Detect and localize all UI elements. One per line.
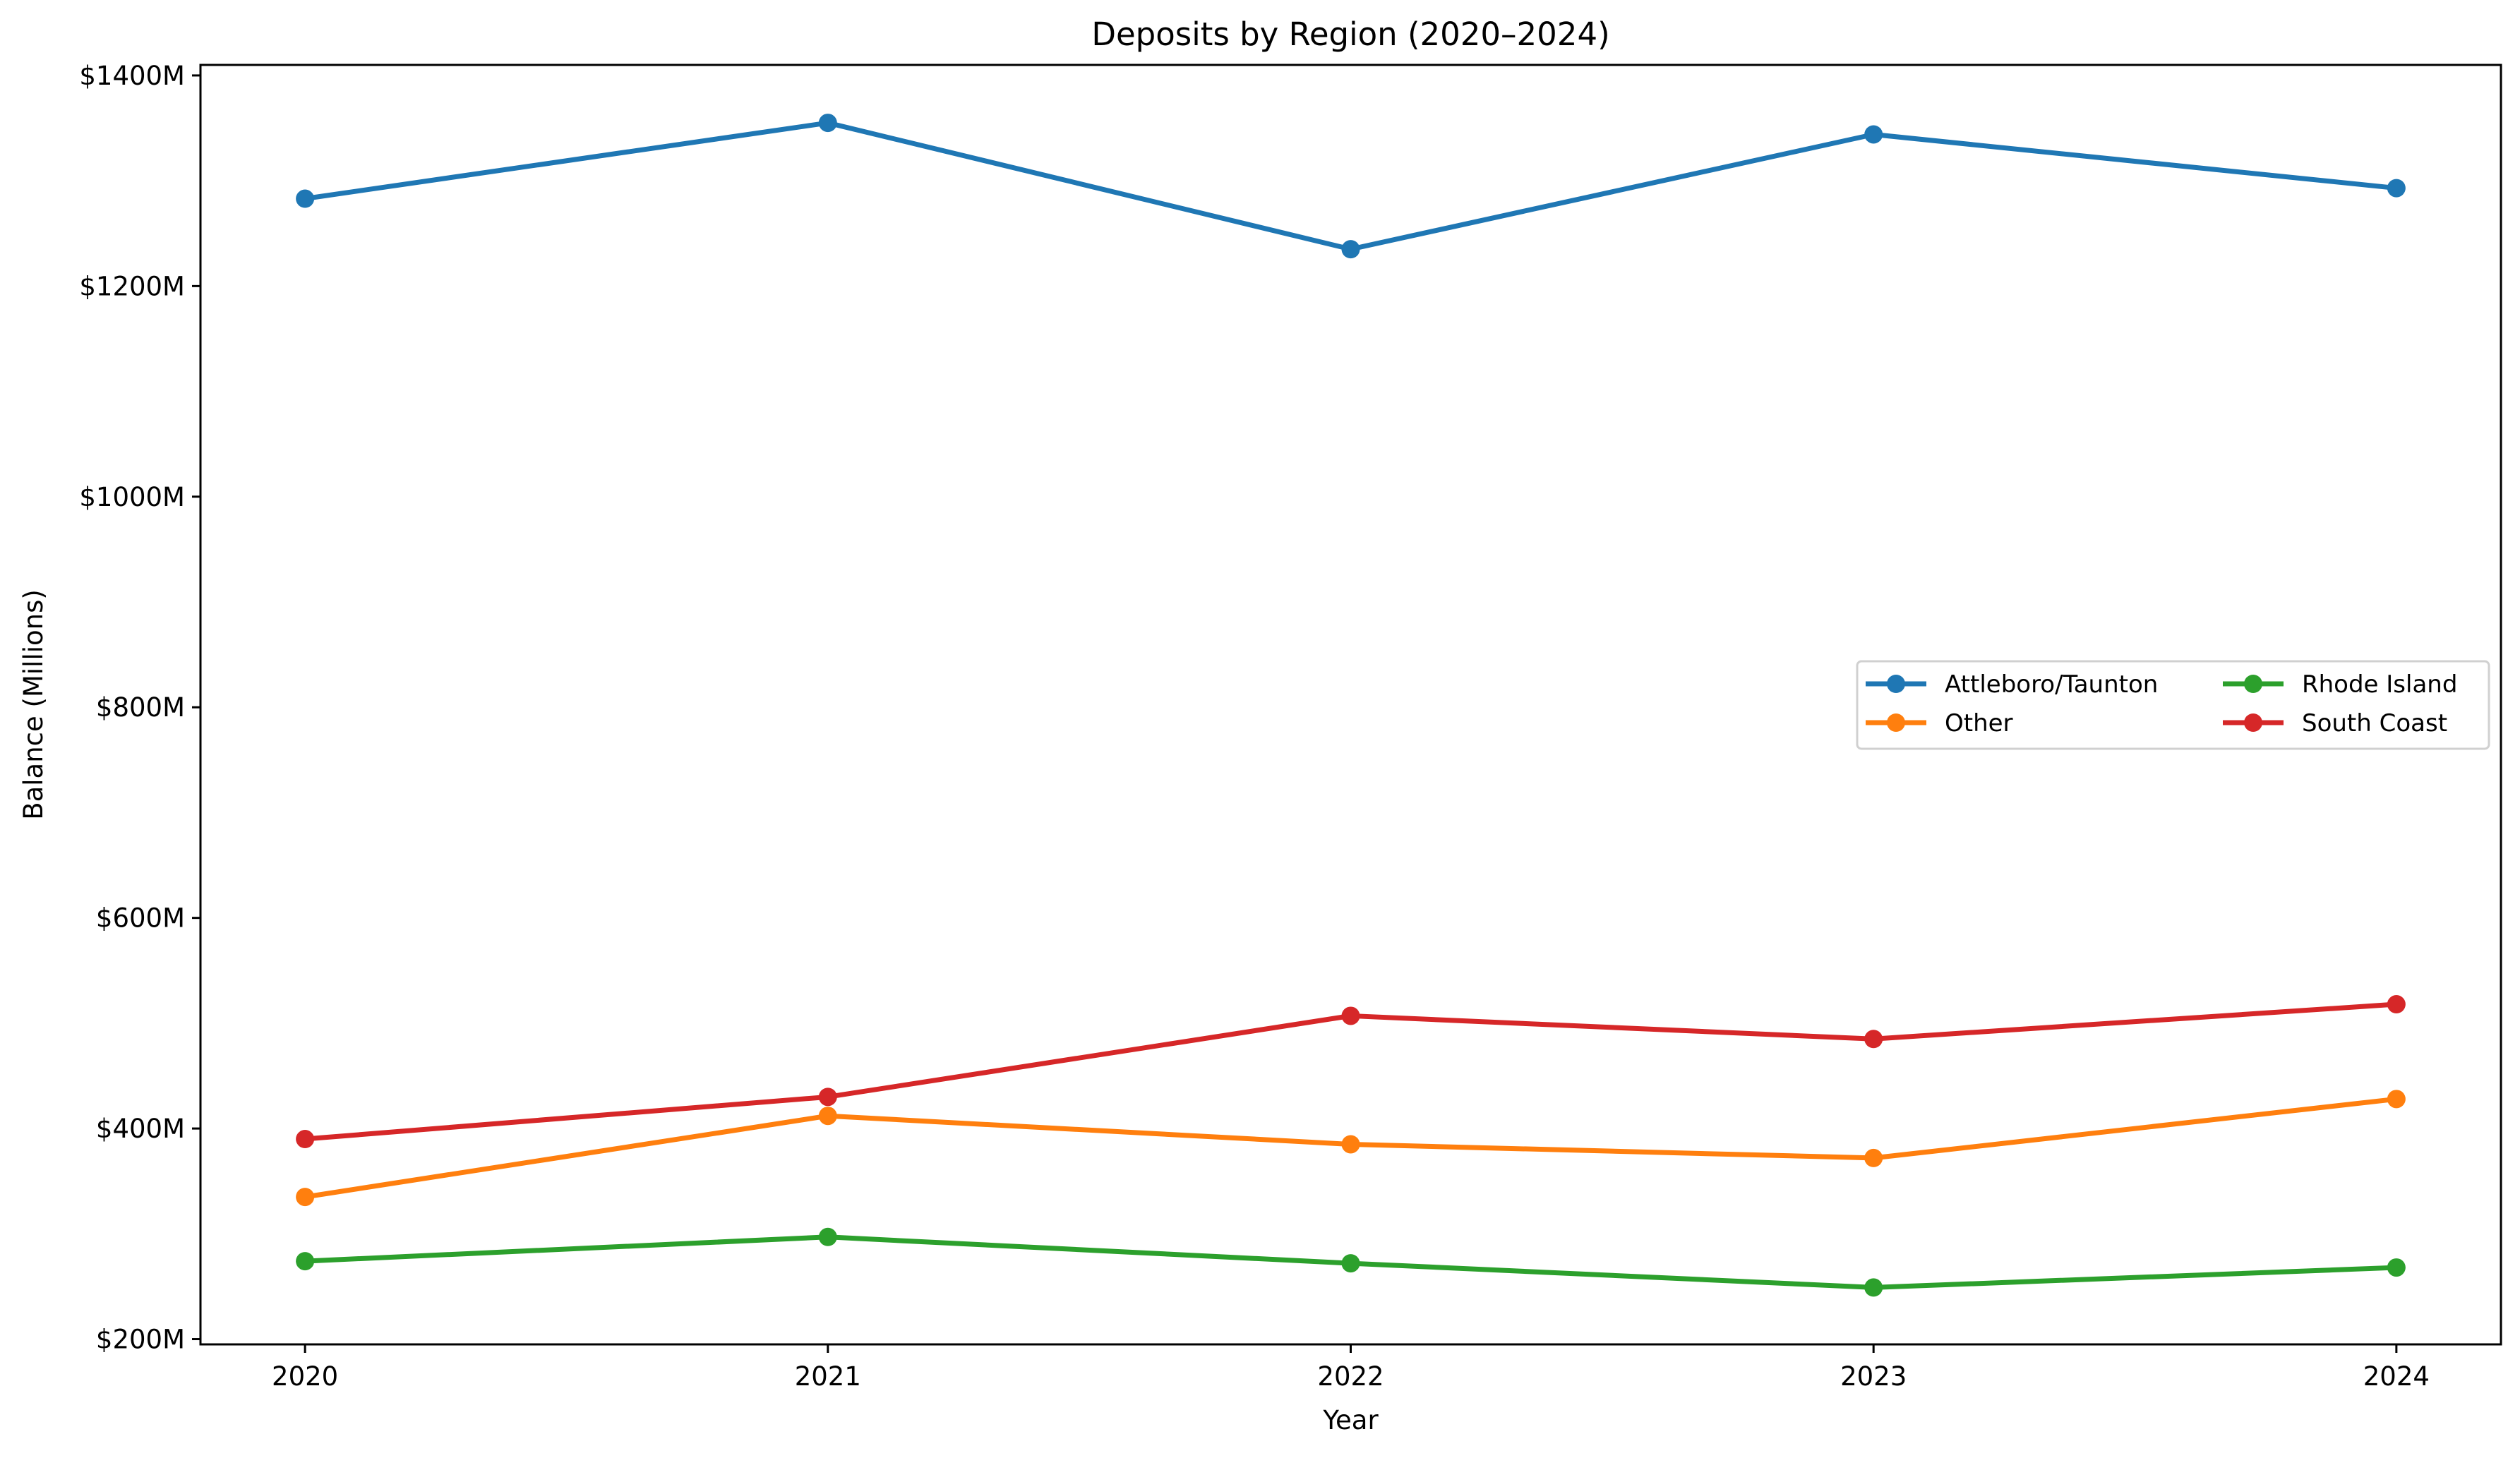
x-tick-label: 2023 <box>1840 1361 1907 1392</box>
legend-marker <box>2244 713 2262 732</box>
x-tick-label: 2022 <box>1317 1361 1384 1392</box>
legend: Attleboro/Taunton Other Rhode Island South … <box>1856 660 2490 750</box>
x-tick-label: 2020 <box>272 1361 338 1392</box>
series-other <box>296 1090 2406 1207</box>
y-tick-label: $1000M <box>79 482 185 512</box>
data-point <box>296 189 315 208</box>
data-point <box>1341 1006 1360 1025</box>
y-tick-label: $200M <box>96 1325 185 1355</box>
axis-ticks: $200M $400M $600M $800M $1000M $1200M $1400M 20… <box>79 61 2430 1392</box>
y-tick-label: $1200M <box>79 271 185 301</box>
legend-item: Rhode Island <box>2223 670 2457 699</box>
data-point <box>2387 995 2406 1014</box>
legend-item: Other <box>1866 709 2013 737</box>
data-point <box>1864 1278 1883 1297</box>
data-point <box>818 1227 837 1246</box>
data-point <box>818 1107 837 1126</box>
data-point <box>1864 1148 1883 1167</box>
series-rhode-island <box>296 1227 2406 1297</box>
legend-label: Attleboro/Taunton <box>1945 670 2158 699</box>
legend-label: Other <box>1945 709 2013 737</box>
legend-item: Attleboro/Taunton <box>1866 670 2158 699</box>
data-point <box>1864 125 1883 144</box>
y-tick-label: $800M <box>96 692 185 723</box>
data-point <box>1341 1135 1360 1154</box>
data-point <box>296 1130 315 1149</box>
chart-title: Deposits by Region (2020–2024) <box>1091 16 1609 53</box>
legend-marker <box>2244 675 2262 693</box>
data-point <box>818 114 837 133</box>
series-south-coast <box>296 995 2406 1149</box>
y-tick-label: $400M <box>96 1114 185 1144</box>
legend-label: Rhode Island <box>2302 670 2457 699</box>
data-point <box>296 1188 315 1207</box>
y-tick-label: $600M <box>96 903 185 934</box>
series-attleboro-taunton <box>296 114 2406 259</box>
data-point <box>1341 240 1360 259</box>
series-layer <box>296 114 2406 1297</box>
data-point <box>1864 1030 1883 1049</box>
x-tick-label: 2021 <box>795 1361 861 1392</box>
data-point <box>296 1252 315 1271</box>
y-tick-label: $1400M <box>79 61 185 91</box>
legend-item: South Coast <box>2223 709 2447 737</box>
data-point <box>2387 1258 2406 1277</box>
x-axis-title: Year <box>1322 1405 1379 1435</box>
legend-label: South Coast <box>2302 709 2447 737</box>
y-axis-title: Balance (Millions) <box>18 589 49 820</box>
data-point <box>2387 179 2406 198</box>
data-point <box>2387 1090 2406 1109</box>
legend-marker <box>1887 675 1905 693</box>
legend-box <box>1856 660 2490 750</box>
x-tick-label: 2024 <box>2363 1361 2430 1392</box>
legend-marker <box>1887 713 1905 732</box>
data-point <box>1341 1254 1360 1273</box>
plot-frame <box>199 64 2502 1346</box>
series-line <box>302 120 2399 252</box>
data-point <box>818 1088 837 1107</box>
